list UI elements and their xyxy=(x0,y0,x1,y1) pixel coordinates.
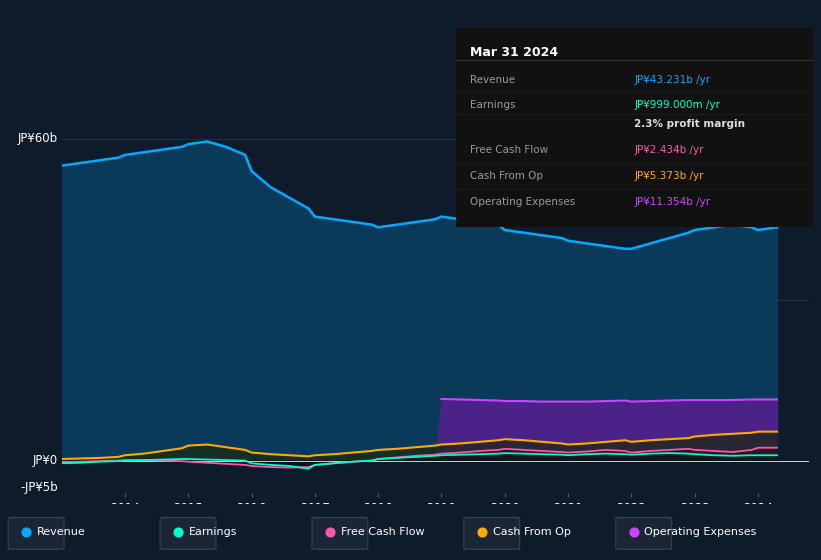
Text: Revenue: Revenue xyxy=(470,74,515,85)
FancyBboxPatch shape xyxy=(8,517,64,549)
Text: Operating Expenses: Operating Expenses xyxy=(470,197,576,207)
Text: Earnings: Earnings xyxy=(470,100,516,110)
Text: -JP¥5b: -JP¥5b xyxy=(21,481,57,494)
Text: JP¥999.000m /yr: JP¥999.000m /yr xyxy=(635,100,720,110)
Text: JP¥60b: JP¥60b xyxy=(18,132,57,145)
Text: JP¥11.354b /yr: JP¥11.354b /yr xyxy=(635,197,710,207)
Point xyxy=(20,528,33,536)
Text: Operating Expenses: Operating Expenses xyxy=(644,527,757,537)
FancyBboxPatch shape xyxy=(616,517,672,549)
Point xyxy=(323,528,337,536)
Text: JP¥43.231b /yr: JP¥43.231b /yr xyxy=(635,74,710,85)
Text: JP¥2.434b /yr: JP¥2.434b /yr xyxy=(635,145,704,155)
Text: JP¥0: JP¥0 xyxy=(33,454,57,467)
Text: 2.3% profit margin: 2.3% profit margin xyxy=(635,119,745,129)
Point xyxy=(172,528,185,536)
Text: Cash From Op: Cash From Op xyxy=(470,171,543,181)
Text: Free Cash Flow: Free Cash Flow xyxy=(470,145,548,155)
Text: Revenue: Revenue xyxy=(37,527,85,537)
Text: Earnings: Earnings xyxy=(189,527,237,537)
Text: JP¥5.373b /yr: JP¥5.373b /yr xyxy=(635,171,704,181)
Text: Free Cash Flow: Free Cash Flow xyxy=(341,527,424,537)
Text: Cash From Op: Cash From Op xyxy=(493,527,571,537)
Point xyxy=(627,528,640,536)
Point xyxy=(475,528,488,536)
Text: Mar 31 2024: Mar 31 2024 xyxy=(470,46,558,59)
FancyBboxPatch shape xyxy=(312,517,368,549)
FancyBboxPatch shape xyxy=(160,517,216,549)
FancyBboxPatch shape xyxy=(464,517,520,549)
